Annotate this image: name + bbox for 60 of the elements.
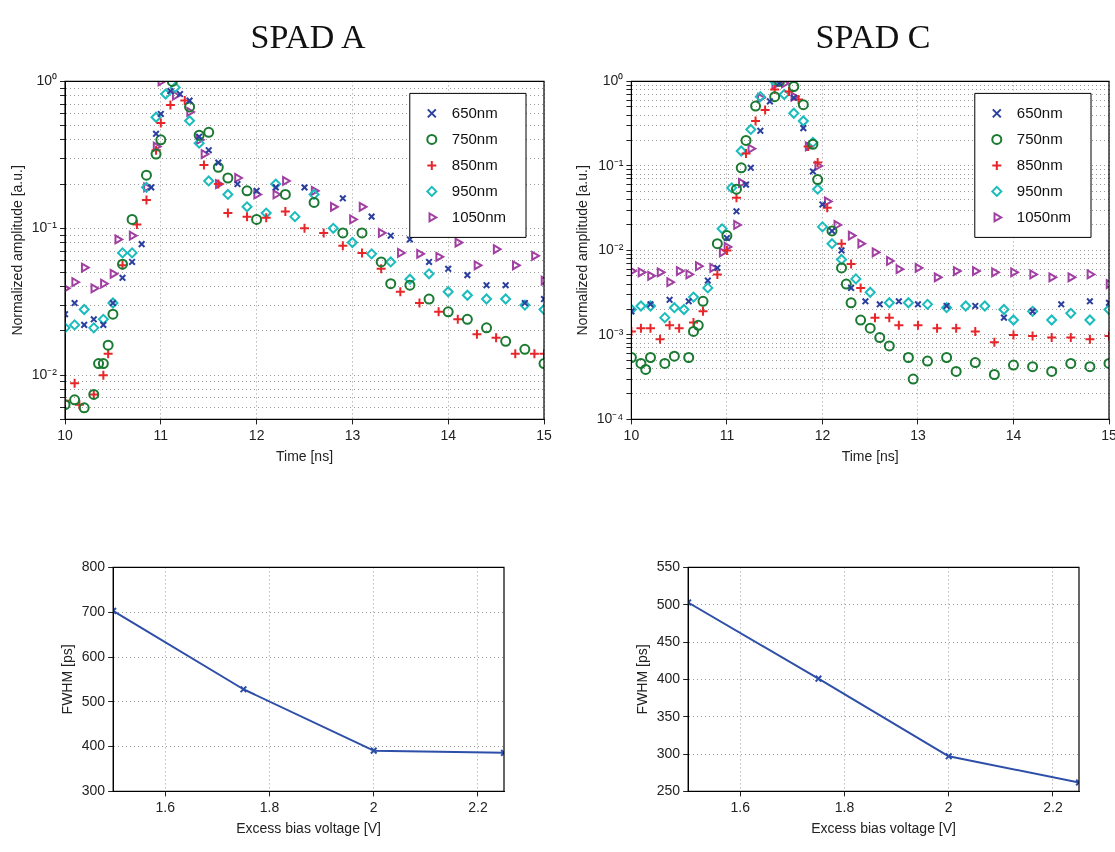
x-tick-label: 11	[719, 426, 735, 443]
x-tick-label: 14	[440, 426, 457, 443]
y-tick-label: 10⁻⁴	[596, 410, 624, 427]
y-axis-title: Normalized amplitude [a.u.]	[9, 165, 26, 336]
x-tick-label: 11	[153, 426, 169, 443]
y-tick-label: 300	[656, 744, 681, 761]
x-tick-label: 15	[536, 426, 552, 443]
x-tick-label: 1.8	[834, 798, 855, 815]
legend-label: 750nm	[451, 129, 498, 147]
legend-label: 650nm	[1016, 103, 1063, 121]
legend-label: 750nm	[1016, 129, 1063, 147]
y-tick-label: 10⁰	[36, 72, 58, 89]
legend-label: 650nm	[451, 103, 498, 121]
y-tick-label: 600	[81, 647, 106, 664]
x-tick-label: 14	[1005, 426, 1022, 443]
x-axis-title: Time [ns]	[275, 448, 334, 465]
y-tick-label: 10⁻²	[598, 241, 624, 258]
x-tick-label: 2.2	[468, 798, 488, 815]
x-tick-label: 2	[944, 798, 953, 815]
y-tick-label: 10⁻³	[598, 325, 624, 342]
x-tick-label: 1.6	[730, 798, 751, 815]
y-tick-label: 800	[81, 558, 106, 575]
y-tick-label: 10⁰	[602, 72, 624, 89]
y-tick-label: 500	[81, 692, 106, 709]
chart-title: SPAD C	[814, 18, 932, 57]
y-tick-label: 400	[656, 670, 681, 687]
y-axis-title: Normalized amplitude [a.u.]	[574, 165, 591, 336]
y-tick-label: 500	[656, 595, 681, 612]
x-tick-label: 2.2	[1043, 798, 1063, 815]
y-axis-title: FWHM [ps]	[634, 644, 651, 715]
y-tick-label: 10⁻¹	[598, 156, 624, 173]
legend-label: 950nm	[1016, 181, 1063, 199]
legend-label: 1050nm	[1016, 207, 1072, 225]
x-tick-label: 13	[344, 426, 361, 443]
legend-label: 850nm	[1016, 155, 1063, 173]
y-axis-title: FWHM [ps]	[59, 644, 76, 715]
y-tick-label: 350	[656, 707, 681, 724]
x-tick-label: 1.6	[155, 798, 176, 815]
y-tick-label: 250	[656, 782, 681, 799]
x-tick-label: 2	[369, 798, 378, 815]
y-tick-label: 300	[81, 782, 106, 799]
x-tick-label: 13	[910, 426, 926, 443]
x-tick-label: 10	[57, 426, 74, 443]
x-axis-title: Time [ns]	[841, 448, 899, 465]
x-axis-title: Excess bias voltage [V]	[811, 820, 956, 837]
chart-title: SPAD A	[249, 18, 367, 57]
x-tick-label: 12	[814, 426, 831, 443]
y-tick-label: 10⁻¹	[31, 219, 58, 236]
x-tick-label: 10	[623, 426, 640, 443]
x-tick-label: 1.8	[259, 798, 280, 815]
legend-label: 1050nm	[451, 207, 507, 225]
x-tick-label: 12	[248, 426, 265, 443]
y-tick-label: 550	[656, 558, 681, 575]
y-tick-label: 700	[81, 603, 106, 620]
legend-label: 850nm	[451, 155, 498, 173]
y-tick-label: 10⁻²	[31, 366, 58, 383]
legend-label: 950nm	[451, 181, 498, 199]
y-tick-label: 450	[656, 632, 681, 649]
x-axis-title: Excess bias voltage [V]	[236, 820, 381, 837]
y-tick-label: 400	[81, 737, 106, 754]
